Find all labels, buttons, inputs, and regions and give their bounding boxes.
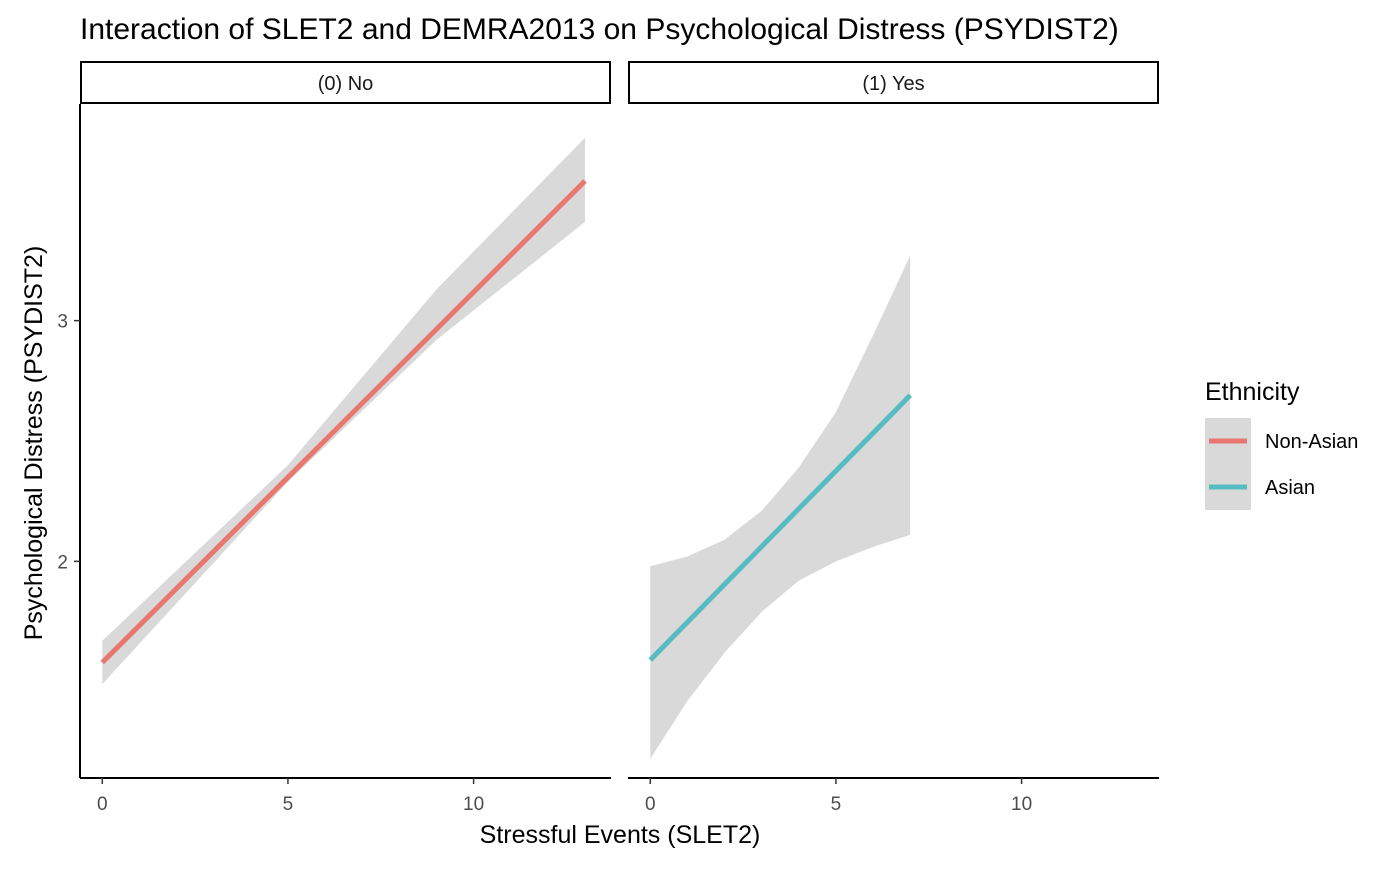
strip-box: [628, 61, 1159, 104]
legend-title: Ethnicity: [1205, 378, 1300, 406]
confidence-band: [102, 137, 586, 685]
chart-title: Interaction of SLET2 and DEMRA2013 on Ps…: [80, 13, 1119, 46]
x-tick-label: 10: [1011, 794, 1032, 815]
strip-box: [80, 61, 611, 104]
y-tick-label: 3: [57, 312, 68, 333]
strip-label: (0) No: [318, 73, 374, 95]
strip-label: (1) Yes: [862, 73, 924, 95]
panels-group: (0) No 0 5 10 2 3 (1) Yes 0 5 10: [57, 61, 1159, 815]
x-tick-label: 0: [97, 794, 108, 815]
panel-1: (0) No 0 5 10 2 3: [57, 61, 611, 815]
x-tick-label: 0: [645, 794, 656, 815]
legend: Ethnicity Non-Asian Asian: [1205, 378, 1358, 510]
confidence-band: [650, 255, 911, 759]
legend-label: Non-Asian: [1265, 431, 1358, 453]
x-axis-title: Stressful Events (SLET2): [480, 821, 761, 849]
legend-label: Asian: [1265, 477, 1315, 499]
panel-2: (1) Yes 0 5 10: [628, 61, 1159, 815]
y-axis-title: Psychological Distress (PSYDIST2): [20, 246, 48, 641]
series-line-asian: [648, 393, 912, 662]
x-tick-label: 5: [831, 794, 842, 815]
x-tick-label: 5: [283, 794, 294, 815]
series-line-non-asian: [100, 179, 587, 665]
y-tick-label: 2: [57, 552, 68, 573]
x-tick-label: 10: [463, 794, 484, 815]
